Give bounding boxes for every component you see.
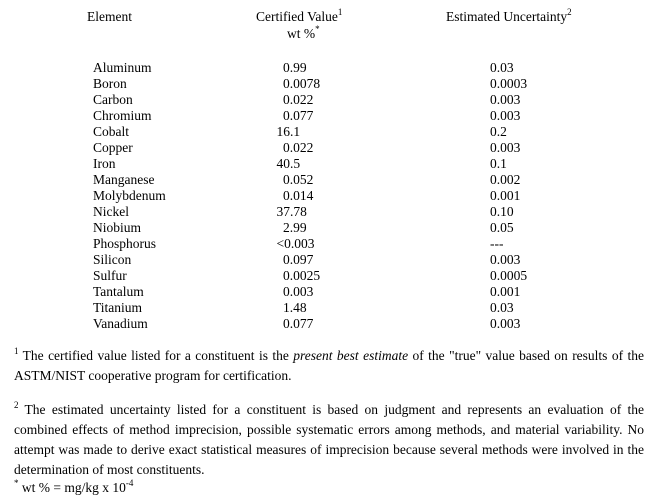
element-cell: Aluminum: [93, 60, 152, 75]
element-cell: Titanium: [93, 300, 143, 315]
element-cell: Nickel: [93, 204, 129, 219]
footnote-ref-2: 2: [567, 7, 572, 17]
element-cell: Sulfur: [93, 268, 127, 283]
table-row: Molybdenum 0.014 0.001: [0, 188, 653, 204]
uncertainty-cell: 0.003: [490, 92, 521, 107]
certified-value-cell: 0.022: [283, 140, 314, 155]
header-uncertainty: Estimated Uncertainty2: [446, 7, 572, 25]
table-row: Silicon 0.097 0.003: [0, 252, 653, 268]
table-row: Nickel 37.78 0.10: [0, 204, 653, 220]
certified-value-cell: 0.077: [283, 316, 314, 331]
uncertainty-cell: 0.001: [490, 284, 521, 299]
certified-value-cell: 0.077: [283, 108, 314, 123]
uncertainty-cell: 0.1: [490, 156, 507, 171]
uncertainty-cell: ---: [490, 236, 504, 251]
certified-value-cell: 0.0078: [283, 76, 321, 91]
element-cell: Boron: [93, 76, 127, 91]
table-row: Cobalt 16.1 0.2: [0, 124, 653, 140]
element-cell: Tantalum: [93, 284, 144, 299]
table-row: Titanium 1.48 0.03: [0, 300, 653, 316]
table-row: Boron 0.0078 0.0003: [0, 76, 653, 92]
footnote-star-mark: *: [14, 478, 19, 488]
footnote-1-text-b: of the "true" value based on results of …: [14, 348, 644, 383]
certified-value-cell: 1.48: [283, 300, 307, 315]
certified-value-cell: <0.003: [276, 236, 315, 251]
element-cell: Carbon: [93, 92, 133, 107]
uncertainty-cell: 0.003: [490, 252, 521, 267]
uncertainty-cell: 0.05: [490, 220, 514, 235]
certified-value-cell: 2.99: [283, 220, 307, 235]
table-row: Sulfur 0.0025 0.0005: [0, 268, 653, 284]
uncertainty-cell: 0.001: [490, 188, 521, 203]
table-row: Carbon 0.022 0.003: [0, 92, 653, 108]
certified-value-cell: 16.1: [276, 124, 301, 139]
footnote-1-mark: 1: [14, 346, 19, 356]
uncertainty-cell: 0.003: [490, 108, 521, 123]
element-cell: Niobium: [93, 220, 142, 235]
uncertainty-cell: 0.0005: [490, 268, 528, 283]
header-certified-text: Certified Value: [256, 9, 338, 24]
table-row: Manganese 0.052 0.002: [0, 172, 653, 188]
certified-value-cell: 0.097: [283, 252, 314, 267]
table-row: Tantalum 0.003 0.001: [0, 284, 653, 300]
table-row: Vanadium 0.077 0.003: [0, 316, 653, 332]
element-cell: Iron: [93, 156, 116, 171]
element-cell: Phosphorus: [93, 236, 157, 251]
header-uncertainty-text: Estimated Uncertainty: [446, 9, 568, 24]
element-cell: Molybdenum: [93, 188, 166, 203]
certified-value-cell: 0.052: [283, 172, 314, 187]
element-cell: Chromium: [93, 108, 152, 123]
footnote-star-text: wt % = mg/kg x 10: [18, 480, 126, 495]
uncertainty-cell: 0.03: [490, 300, 514, 315]
uncertainty-cell: 0.0003: [490, 76, 528, 91]
certified-value-cell: 0.014: [283, 188, 314, 203]
table-row: Phosphorus <0.003 ---: [0, 236, 653, 252]
footnote-2-text: The estimated uncertainty listed for a c…: [14, 402, 644, 477]
certified-value-cell: 37.78: [276, 204, 307, 219]
element-cell: Cobalt: [93, 124, 129, 139]
footnote-star: * wt % = mg/kg x 10-4: [14, 478, 644, 497]
footnote-1: 1 The certified value listed for a const…: [14, 346, 644, 386]
certified-value-cell: 40.5: [276, 156, 301, 171]
table-row: Iron 40.5 0.1: [0, 156, 653, 172]
table-row: Chromium 0.077 0.003: [0, 108, 653, 124]
footnote-ref-1: 1: [337, 7, 343, 17]
uncertainty-cell: 0.003: [490, 140, 521, 155]
table-row: Aluminum 0.99 0.03: [0, 60, 653, 76]
header-certified-value: Certified Value1: [256, 7, 343, 25]
uncertainty-cell: 0.10: [490, 204, 514, 219]
uncertainty-cell: 0.03: [490, 60, 514, 75]
element-cell: Copper: [93, 140, 133, 155]
uncertainty-cell: 0.002: [490, 172, 521, 187]
footnote-star-exponent: -4: [125, 478, 134, 488]
uncertainty-cell: 0.003: [490, 316, 521, 331]
certified-value-cell: 0.022: [283, 92, 314, 107]
certified-value-cell: 0.003: [283, 284, 314, 299]
element-cell: Manganese: [93, 172, 155, 187]
element-cell: Vanadium: [93, 316, 148, 331]
footnote-1-emphasis: present best estimate: [293, 348, 409, 363]
table-row: Niobium 2.99 0.05: [0, 220, 653, 236]
table-row: Copper 0.022 0.003: [0, 140, 653, 156]
footnote-2-mark: 2: [14, 400, 19, 410]
header-unit-text: wt %: [287, 26, 316, 41]
element-cell: Silicon: [93, 252, 132, 267]
header-unit: wt %*: [287, 24, 320, 42]
footnote-ref-star: *: [315, 24, 320, 34]
footnote-1-text-a: The certified value listed for a constit…: [18, 348, 294, 363]
footnote-2: 2 The estimated uncertainty listed for a…: [14, 400, 644, 480]
certified-value-cell: 0.0025: [283, 268, 321, 283]
uncertainty-cell: 0.2: [490, 124, 507, 139]
header-element: Element: [87, 9, 132, 24]
certified-value-cell: 0.99: [283, 60, 307, 75]
